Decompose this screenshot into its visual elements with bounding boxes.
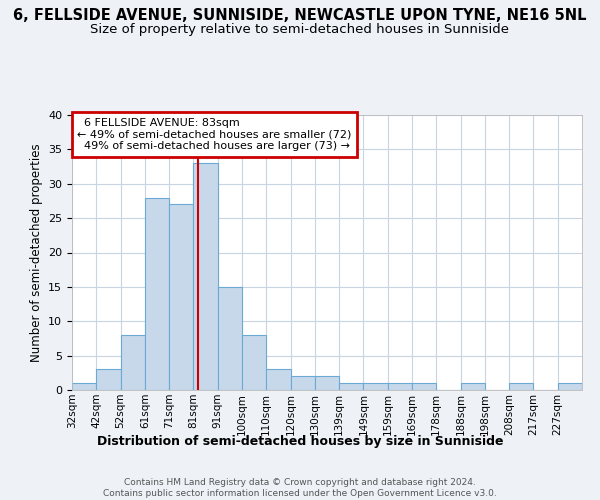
- Bar: [193, 163, 218, 390]
- Bar: [169, 204, 193, 390]
- Y-axis label: Number of semi-detached properties: Number of semi-detached properties: [29, 143, 43, 362]
- Bar: [412, 383, 436, 390]
- Bar: [266, 370, 290, 390]
- Bar: [339, 383, 364, 390]
- Bar: [315, 376, 339, 390]
- Bar: [121, 335, 145, 390]
- Text: 6 FELLSIDE AVENUE: 83sqm
← 49% of semi-detached houses are smaller (72)
  49% of: 6 FELLSIDE AVENUE: 83sqm ← 49% of semi-d…: [77, 118, 352, 151]
- Bar: [558, 383, 582, 390]
- Bar: [461, 383, 485, 390]
- Bar: [509, 383, 533, 390]
- Bar: [364, 383, 388, 390]
- Text: Size of property relative to semi-detached houses in Sunniside: Size of property relative to semi-detach…: [91, 22, 509, 36]
- Bar: [72, 383, 96, 390]
- Bar: [218, 287, 242, 390]
- Bar: [290, 376, 315, 390]
- Bar: [388, 383, 412, 390]
- Text: 6, FELLSIDE AVENUE, SUNNISIDE, NEWCASTLE UPON TYNE, NE16 5NL: 6, FELLSIDE AVENUE, SUNNISIDE, NEWCASTLE…: [13, 8, 587, 22]
- Bar: [96, 370, 121, 390]
- Text: Distribution of semi-detached houses by size in Sunniside: Distribution of semi-detached houses by …: [97, 435, 503, 448]
- Bar: [145, 198, 169, 390]
- Text: Contains HM Land Registry data © Crown copyright and database right 2024.
Contai: Contains HM Land Registry data © Crown c…: [103, 478, 497, 498]
- Bar: [242, 335, 266, 390]
